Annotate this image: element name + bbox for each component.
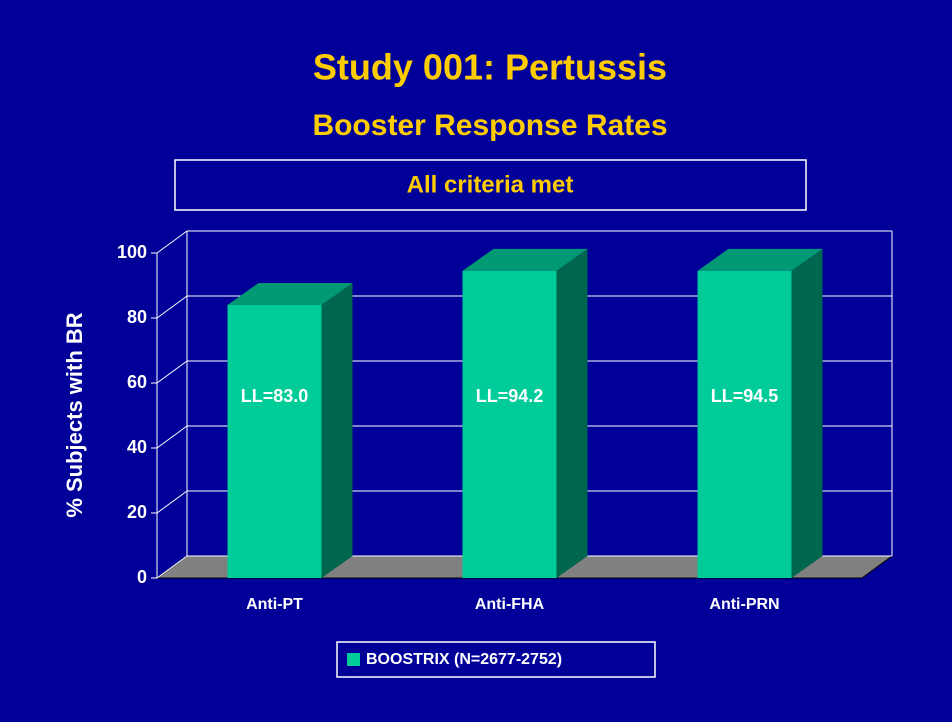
bar-top [227,283,353,305]
bar-side [791,248,823,578]
legend-label: BOOSTRIX (N=2677-2752) [366,651,562,668]
grid-line [156,360,188,384]
grid-line [156,295,188,319]
bar [462,270,557,578]
legend [336,641,656,678]
y-tick-label: 60 [127,372,147,392]
legend-swatch [347,653,360,666]
y-axis-label: % Subjects with BR [62,312,87,517]
y-tick-label: 0 [137,567,147,587]
bar-side [556,248,588,578]
annotation-box [174,159,807,211]
grid-line [156,490,188,514]
x-tick-label: Anti-PRN [709,596,779,613]
grid-line [156,425,188,449]
bar-side [321,283,353,578]
y-tick-label: 100 [117,242,147,262]
y-tick-label: 40 [127,437,147,457]
x-tick-label: Anti-FHA [475,596,545,613]
bar-top [697,248,823,271]
x-tick-label: Anti-PT [246,596,303,613]
y-tick-label: 20 [127,502,147,522]
grid-line [156,230,188,254]
bar [697,270,792,578]
chart-subtitle: Booster Response Rates [312,109,667,142]
annotation: All criteria met [407,171,574,198]
bar-top [462,248,588,271]
bar-annotation: LL=83.0 [241,386,309,406]
grid-line [156,555,188,579]
bar-annotation: LL=94.2 [476,386,544,406]
y-tick-label: 80 [127,307,147,327]
bar [227,305,322,578]
bar-annotation: LL=94.5 [711,386,779,406]
chart-title: Study 001: Pertussis [313,47,667,88]
